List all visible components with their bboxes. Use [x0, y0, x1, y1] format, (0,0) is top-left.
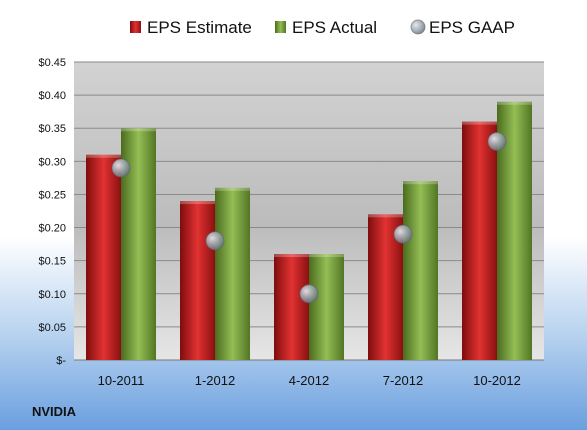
x-tick-label: 10-2012 — [473, 373, 521, 388]
y-tick-label: $0.25 — [38, 189, 66, 201]
y-tick-label: $0.30 — [38, 156, 66, 168]
bar-top-highlight — [121, 128, 156, 132]
x-tick-label: 1-2012 — [195, 373, 235, 388]
legend-swatch-eps-estimate — [130, 21, 141, 33]
bar-top-highlight — [86, 154, 121, 158]
bar-top-highlight — [274, 254, 309, 258]
bar-eps-estimate — [86, 154, 121, 360]
bar-eps-estimate — [274, 254, 309, 360]
legend-swatch-eps-actual — [275, 21, 286, 33]
bar-eps-actual — [215, 187, 250, 360]
bars — [86, 101, 532, 360]
x-tick-label: 10-2011 — [98, 373, 145, 388]
legend: EPS Estimate EPS Actual EPS GAAP — [130, 18, 515, 37]
x-tick-label: 7-2012 — [383, 373, 423, 388]
y-tick-label: $0.05 — [38, 322, 66, 334]
y-tick-label: $0.40 — [38, 90, 66, 102]
footer-label: NVIDIA — [32, 404, 77, 419]
legend-swatch-eps-gaap — [410, 19, 426, 35]
bar-top-highlight — [180, 201, 215, 205]
x-axis: 10-2011 1-2012 4-2012 7-2012 10-2012 — [98, 373, 521, 388]
bar-eps-estimate — [462, 121, 497, 360]
bar-eps-actual — [403, 181, 438, 360]
y-tick-label: $0.20 — [38, 223, 66, 235]
gaap-markers — [111, 131, 507, 304]
bar-top-highlight — [368, 214, 403, 218]
marker-eps-gaap — [487, 131, 507, 151]
legend-label-eps-gaap: EPS GAAP — [429, 18, 515, 37]
y-tick-label: $0.10 — [38, 289, 66, 301]
marker-eps-gaap — [205, 231, 225, 251]
y-axis: $- $0.05 $0.10 $0.15 $0.20 $0.25 $0.30 $0.35 $0.… — [38, 57, 66, 367]
y-tick-label: $0.35 — [38, 123, 66, 135]
bar-top-highlight — [309, 254, 344, 258]
bar-eps-actual — [309, 254, 344, 360]
legend-label-eps-actual: EPS Actual — [292, 18, 377, 37]
y-tick-label: $- — [56, 355, 66, 367]
bar-top-highlight — [215, 187, 250, 191]
marker-eps-gaap — [393, 224, 413, 244]
marker-eps-gaap — [111, 158, 131, 178]
bar-top-highlight — [497, 101, 532, 105]
marker-eps-gaap — [299, 284, 319, 304]
y-tick-label: $0.15 — [38, 256, 66, 268]
bar-top-highlight — [403, 181, 438, 185]
bar-top-highlight — [462, 121, 497, 125]
y-tick-label: $0.45 — [38, 57, 66, 69]
x-tick-label: 4-2012 — [289, 373, 329, 388]
bar-eps-estimate — [180, 201, 215, 360]
legend-label-eps-estimate: EPS Estimate — [147, 18, 252, 37]
